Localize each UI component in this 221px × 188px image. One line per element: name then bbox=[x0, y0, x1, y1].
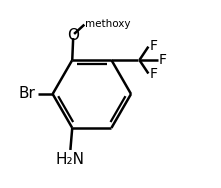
Text: methoxy: methoxy bbox=[85, 19, 131, 29]
Text: H₂N: H₂N bbox=[56, 152, 85, 167]
Text: F: F bbox=[159, 53, 167, 67]
Text: O: O bbox=[67, 28, 79, 43]
Text: Br: Br bbox=[18, 86, 35, 102]
Text: F: F bbox=[150, 39, 158, 53]
Text: F: F bbox=[150, 67, 158, 81]
